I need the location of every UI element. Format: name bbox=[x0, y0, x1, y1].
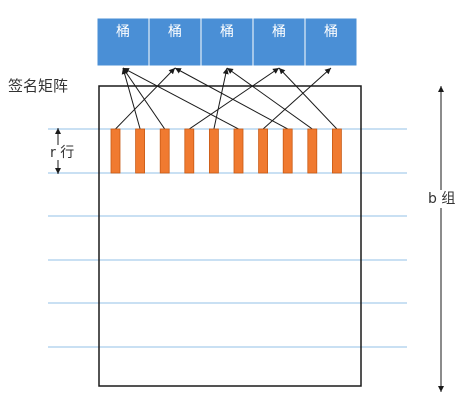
hash-arrow bbox=[262, 67, 332, 130]
signature-columns bbox=[110, 128, 342, 174]
bucket-label: 桶 bbox=[168, 24, 182, 40]
signature-column bbox=[282, 128, 293, 174]
signature-column bbox=[233, 128, 244, 174]
rows-label: r 行 bbox=[50, 145, 74, 161]
bucket-row: 桶桶桶桶桶 bbox=[96, 17, 358, 67]
signature-column bbox=[258, 128, 269, 174]
signature-column bbox=[184, 128, 195, 174]
bucket-box bbox=[200, 17, 254, 67]
bands-indicator: b 组 bbox=[428, 86, 455, 392]
bucket-label: 桶 bbox=[116, 24, 130, 40]
bucket-box bbox=[304, 17, 358, 67]
bucket-label: 桶 bbox=[324, 24, 338, 40]
bucket-label: 桶 bbox=[220, 24, 234, 40]
signature-column bbox=[208, 128, 219, 174]
bucket-box bbox=[96, 17, 150, 67]
hash-arrow bbox=[122, 67, 166, 130]
hash-arrows bbox=[115, 67, 338, 130]
signature-column bbox=[159, 128, 170, 174]
rows-indicator: r 行 bbox=[50, 128, 74, 174]
signature-column bbox=[110, 128, 121, 174]
matrix-label: 签名矩阵 bbox=[8, 77, 68, 95]
signature-matrix-frame bbox=[98, 85, 362, 387]
bucket-label: 桶 bbox=[272, 24, 286, 40]
hash-arrow bbox=[189, 67, 280, 130]
band-lines bbox=[48, 128, 407, 348]
signature-column bbox=[135, 128, 146, 174]
bands-label: b 组 bbox=[428, 191, 455, 207]
hash-arrow bbox=[174, 67, 288, 130]
hash-arrow bbox=[226, 67, 313, 130]
bucket-box bbox=[148, 17, 202, 67]
hash-arrow bbox=[122, 67, 239, 130]
hash-arrow bbox=[213, 67, 229, 130]
hash-arrow bbox=[121, 67, 141, 130]
signature-column bbox=[307, 128, 318, 174]
bucket-box bbox=[252, 17, 306, 67]
hash-arrow bbox=[278, 67, 338, 130]
signature-column bbox=[331, 128, 342, 174]
hash-arrow bbox=[115, 67, 176, 130]
